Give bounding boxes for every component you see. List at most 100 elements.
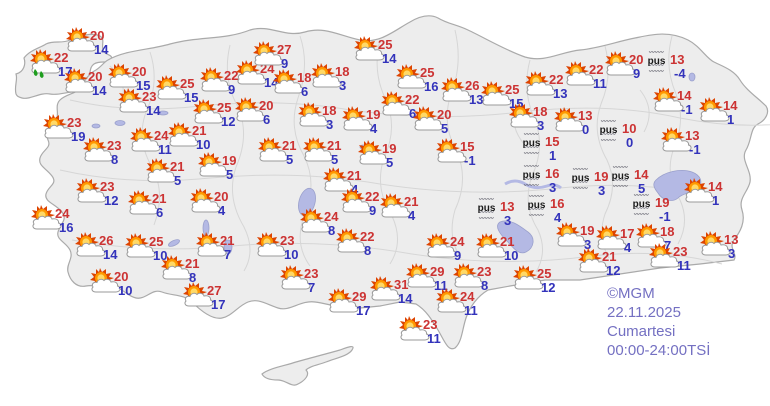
high-temp: 29 [430, 264, 445, 279]
sun-cloud-icon [341, 188, 372, 213]
low-temp: 7 [308, 280, 316, 295]
cloud-glyph [597, 235, 627, 250]
low-temp: -1 [464, 153, 476, 168]
low-temp: 4 [408, 208, 416, 223]
low-temp: 15 [136, 78, 151, 93]
sun-cloud-icon [128, 190, 159, 215]
cloud-glyph [299, 112, 329, 127]
cloud-glyph [437, 298, 467, 313]
high-temp: 25 [378, 37, 393, 52]
sun-cloud-icon [358, 140, 389, 165]
high-temp: 13 [670, 52, 685, 67]
fog-wave: ˘˘˘˘˘ [529, 213, 544, 223]
high-temp: 24 [450, 234, 465, 249]
sun-cloud-icon [168, 122, 199, 147]
cloud-glyph [337, 238, 367, 253]
high-temp: 21 [185, 256, 200, 271]
high-temp: 19 [580, 223, 595, 238]
cloud-glyph [397, 74, 427, 89]
high-temp: 23 [304, 266, 319, 281]
partly-cloudy-station: 18 6 [270, 69, 311, 98]
low-temp: 0 [582, 122, 590, 137]
high-temp: 25 [505, 82, 520, 97]
fog-label: pus [632, 199, 651, 210]
low-temp: 12 [221, 114, 236, 129]
lake-beysehir [223, 239, 233, 255]
sun-cloud-icon [83, 137, 114, 162]
cloud-glyph [274, 79, 304, 94]
sun-cloud-icon [556, 222, 587, 247]
partly-cloudy-station: 20 9 [602, 51, 643, 80]
low-temp: 5 [331, 152, 339, 167]
sun-cloud-icon [605, 51, 636, 76]
partly-cloudy-station: 21 5 [143, 158, 184, 187]
low-temp: 10 [284, 247, 299, 262]
high-temp: 22 [549, 72, 564, 87]
partly-cloudy-station: 24 16 [28, 205, 73, 234]
sun-cloud-icon [426, 233, 457, 258]
lake-iznik [157, 110, 169, 116]
sun-cloud-icon [200, 67, 231, 92]
cloud-glyph [654, 97, 684, 112]
fog-wave: ˘˘˘˘˘ [634, 212, 649, 222]
sun-cloud-icon [303, 137, 334, 162]
high-temp: 22 [54, 50, 69, 65]
sun-cloud-icon [649, 243, 680, 268]
cloud-glyph [510, 113, 540, 128]
sun-cloud-icon [76, 178, 107, 203]
cloud-glyph [359, 150, 389, 165]
cloud-glyph [77, 188, 107, 203]
low-temp: 9 [369, 203, 377, 218]
high-temp: 14 [708, 179, 723, 194]
fog-station: ˘˘˘˘˘ pus ˘˘˘˘˘ ˘˘˘˘˘ 15 1 [518, 133, 560, 163]
fog-label: pus [477, 203, 496, 214]
partly-cloudy-station: 22 11 [562, 61, 607, 90]
partly-cloudy-station: 21 5 [300, 137, 341, 166]
partly-cloudy-station: 24 9 [423, 233, 464, 262]
high-temp: 22 [360, 229, 375, 244]
fog-icon: ˘˘˘˘˘ pus ˘˘˘˘˘ ˘˘˘˘˘ [595, 120, 622, 148]
high-temp: 22 [405, 92, 420, 107]
partly-cloudy-station: 19 5 [355, 140, 396, 169]
partly-cloudy-station: 26 13 [438, 77, 483, 106]
high-temp: 13 [685, 128, 700, 143]
low-temp: 9 [633, 66, 641, 81]
fog-station: ˘˘˘˘˘ pus ˘˘˘˘˘ ˘˘˘˘˘ 16 4 [523, 195, 565, 225]
partly-cloudy-station: 19 5 [195, 152, 236, 181]
sun-cloud-icon [481, 81, 512, 106]
lake-uluabat [114, 120, 126, 126]
high-temp: 19 [222, 153, 237, 168]
low-temp: 10 [153, 248, 168, 263]
high-temp: 20 [629, 52, 644, 67]
fog-station: ˘˘˘˘˘ pus ˘˘˘˘˘ ˘˘˘˘˘ 13 3 [473, 198, 515, 228]
cloud-glyph [700, 107, 730, 122]
low-temp: 1 [727, 112, 735, 127]
high-temp: 21 [500, 234, 515, 249]
fog-label: pus [522, 138, 541, 149]
partly-cloudy-station: 13 3 [697, 231, 738, 260]
low-temp: 4 [218, 203, 226, 218]
sun-cloud-icon [509, 103, 540, 128]
low-temp: 3 [584, 237, 592, 252]
partly-cloudy-station: 17 4 [593, 225, 634, 254]
low-temp: 8 [189, 270, 197, 285]
cloud-glyph [254, 51, 284, 66]
cloud-glyph [555, 117, 585, 132]
high-temp: 25 [217, 100, 232, 115]
high-temp: 10 [622, 121, 637, 136]
sun-cloud-icon [130, 127, 161, 152]
partly-cloudy-station: 22 13 [522, 71, 567, 100]
cloud-glyph [437, 148, 467, 163]
low-temp: 10 [196, 137, 211, 152]
sun-cloud-rain-icon [30, 49, 61, 78]
low-temp: -4 [674, 66, 686, 81]
sun-cloud-icon [354, 36, 385, 61]
fog-station: ˘˘˘˘˘ pus ˘˘˘˘˘ ˘˘˘˘˘ 13 -4 [643, 51, 686, 81]
low-temp: 8 [364, 243, 372, 258]
low-temp: 1 [712, 193, 720, 208]
cloud-glyph [662, 137, 692, 152]
cloud-glyph [343, 116, 373, 131]
high-temp: 21 [347, 168, 362, 183]
partly-cloudy-station: 20 14 [63, 27, 108, 56]
